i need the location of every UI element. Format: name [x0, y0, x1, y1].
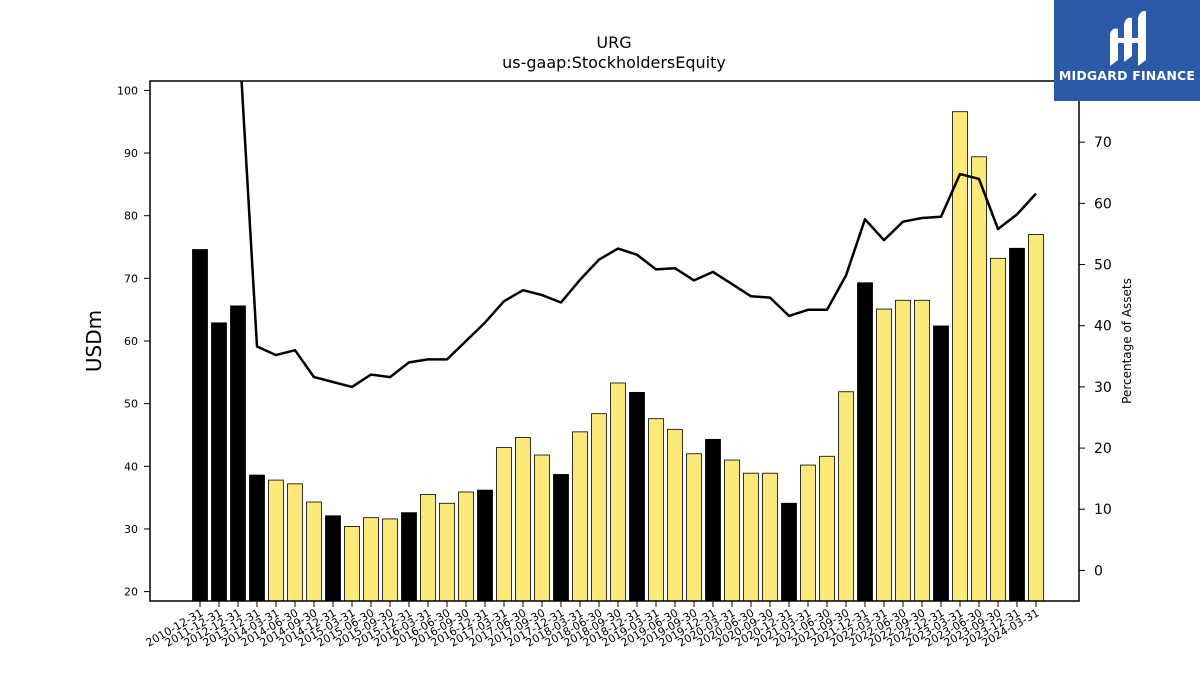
- bar-2022-06-30: [895, 299, 911, 602]
- bar-2019-03-31: [648, 418, 664, 602]
- y2-tick-label-60: 60: [1094, 196, 1112, 212]
- bar-2014-12-31: [325, 515, 341, 602]
- bar-2014-03-31: [268, 479, 284, 602]
- y2-tick-label-0: 0: [1094, 563, 1103, 579]
- bar-2018-06-30: [591, 413, 607, 602]
- y-tick-label-40: 40: [124, 460, 138, 473]
- y2-tick-label-40: 40: [1094, 319, 1112, 335]
- y2-axis-label: Percentage of Assets: [1120, 278, 1134, 404]
- percentage-line-1: [240, 81, 1037, 389]
- bar-2017-09-30: [534, 454, 550, 602]
- bar-2019-12-31: [705, 438, 721, 602]
- bar-2017-03-31: [496, 447, 512, 602]
- bar-2021-12-31: [857, 282, 873, 602]
- bar-2011-12-31: [211, 322, 227, 602]
- y-tick-label-80: 80: [124, 210, 138, 223]
- y-tick-label-90: 90: [124, 147, 138, 160]
- y-tick-label-70: 70: [124, 272, 138, 285]
- line-layer: [240, 81, 1037, 389]
- y-tick-label-100: 100: [117, 84, 138, 97]
- bar-2021-03-31: [800, 464, 816, 602]
- y-tick-label-30: 30: [124, 523, 138, 536]
- bar-2014-09-30: [306, 501, 322, 602]
- y2-tick-label-70: 70: [1094, 135, 1112, 151]
- bar-2022-12-31: [933, 325, 949, 602]
- y-tick-label-20: 20: [124, 586, 138, 599]
- bar-2020-03-31: [724, 459, 740, 602]
- bar-2023-09-30: [990, 257, 1006, 602]
- bar-2023-12-31: [1009, 247, 1025, 602]
- bar-2022-09-30: [914, 299, 930, 602]
- bar-2024-03-31: [1028, 234, 1044, 602]
- bar-2017-12-31: [553, 474, 569, 602]
- bar-2014-06-30: [287, 483, 303, 602]
- y-tick-label-60: 60: [124, 335, 138, 348]
- bar-2020-06-30: [743, 472, 759, 602]
- bar-2015-12-31: [401, 512, 417, 602]
- bar-2018-03-31: [572, 431, 588, 602]
- bar-2018-12-31: [629, 391, 645, 602]
- logo-text: MIDGARD FINANCE: [1058, 68, 1196, 83]
- bar-2017-06-30: [515, 437, 531, 602]
- y-tick-label-50: 50: [124, 398, 138, 411]
- y2-tick-label-20: 20: [1094, 441, 1112, 457]
- bar-2019-06-30: [667, 428, 683, 602]
- bar-2012-12-31: [230, 305, 246, 602]
- bar-2021-06-30: [819, 455, 835, 602]
- bar-2019-09-30: [686, 453, 702, 602]
- bar-2016-09-30: [458, 491, 474, 602]
- bar-2023-06-30: [971, 156, 987, 602]
- chart-subtitle: us-gaap:StockholdersEquity: [502, 53, 726, 72]
- bar-2015-03-31: [344, 526, 360, 602]
- midgard-finance-logo: MIDGARD FINANCE: [1054, 0, 1200, 101]
- bar-2016-03-31: [420, 494, 436, 602]
- chart-title: URG: [596, 33, 631, 52]
- y2-tick-label-30: 30: [1094, 380, 1112, 396]
- y2-tick-label-50: 50: [1094, 258, 1112, 274]
- bar-2015-06-30: [363, 517, 379, 602]
- y-axis-left: 20 30 40 50 60 70 80 90 100: [117, 84, 150, 599]
- y-axis-right: 0 10 20 30 40 50 60 70: [1079, 135, 1112, 579]
- bar-2013-12-31: [249, 474, 265, 602]
- bar-2020-09-30: [762, 472, 778, 602]
- bar-2016-06-30: [439, 502, 455, 602]
- x-axis: 2010-12-312011-12-312012-12-312013-12-31…: [144, 601, 1042, 650]
- bar-2010-12-31: [192, 249, 208, 602]
- bar-2020-12-31: [781, 502, 797, 602]
- bar-2018-09-30: [610, 382, 626, 602]
- y-axis-label: USDm: [82, 310, 106, 372]
- bar-2022-03-31: [876, 308, 892, 602]
- bars-layer: [192, 111, 1044, 602]
- bar-2015-09-30: [382, 518, 398, 602]
- y2-tick-label-10: 10: [1094, 502, 1112, 518]
- bar-2021-09-30: [838, 391, 854, 602]
- bar-2016-12-31: [477, 489, 493, 602]
- logo-mark-icon: [1110, 10, 1146, 66]
